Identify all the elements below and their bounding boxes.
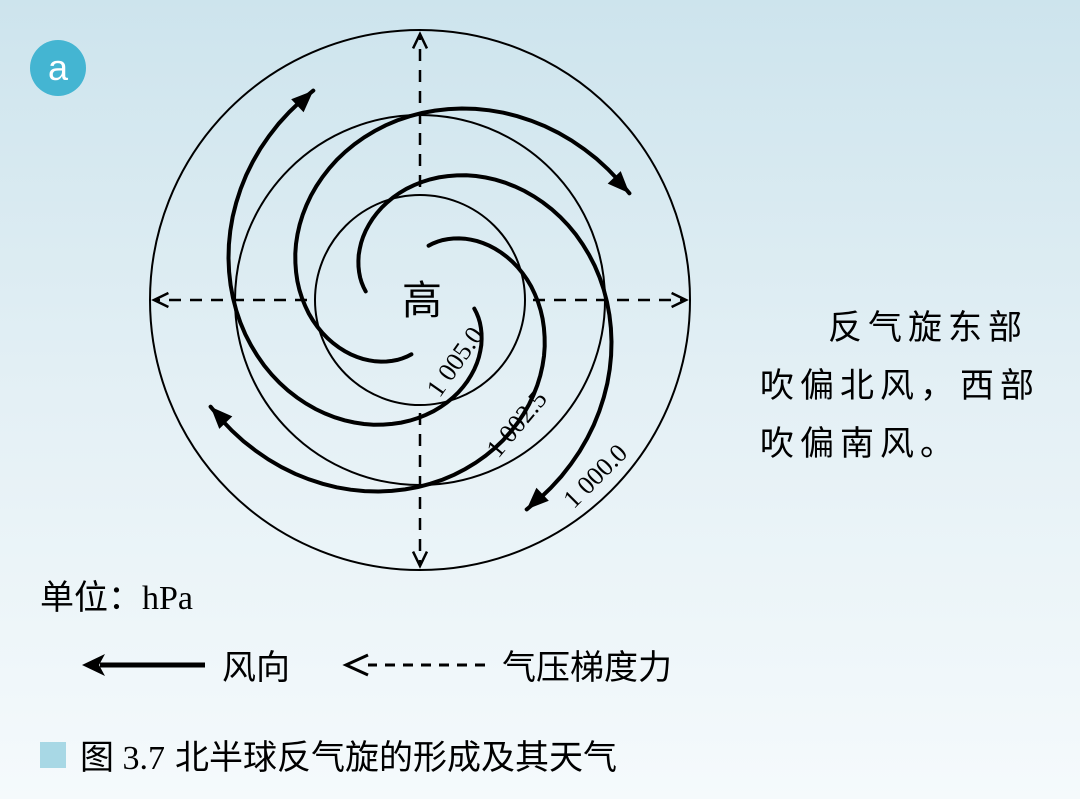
- legend-wind-label: 风向: [222, 640, 290, 689]
- panel-badge-letter: a: [48, 47, 68, 89]
- caption-marker: [40, 742, 66, 768]
- figure-caption: 图 3.7 北半球反气旋的形成及其天气: [40, 730, 617, 779]
- description-text: 反气旋东部吹偏北风，西部吹偏南风。: [760, 300, 1060, 473]
- legend: 风向 气压梯度力: [80, 640, 672, 689]
- panel-badge: a: [30, 40, 86, 96]
- anticyclone-diagram: 高 1 005.01 002.51 000.0: [120, 0, 720, 600]
- gradient-arrow-icon: [340, 650, 490, 680]
- center-high-label: 高: [402, 268, 442, 326]
- legend-gradient: 气压梯度力: [340, 640, 672, 689]
- caption-title: 北半球反气旋的形成及其天气: [175, 730, 617, 779]
- legend-wind: 风向: [80, 640, 290, 689]
- wind-arrow-icon: [80, 650, 210, 680]
- legend-gradient-label: 气压梯度力: [502, 640, 672, 689]
- unit-label: 单位：hPa: [40, 570, 193, 619]
- caption-number: 图 3.7: [80, 730, 165, 779]
